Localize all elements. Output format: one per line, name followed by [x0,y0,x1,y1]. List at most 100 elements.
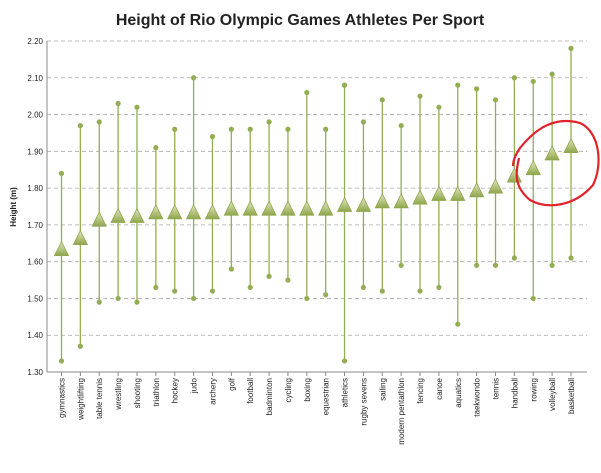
y-tick-label: 1.80 [27,184,43,193]
min-point-7 [190,295,197,302]
x-tick-label: basketball [567,378,576,414]
mean-marker-17 [374,192,390,209]
mean-marker-23 [487,178,504,194]
min-point-19 [417,288,423,294]
mean-marker-21 [450,185,466,201]
mean-marker-14 [318,200,334,216]
y-axis-label: Height (m) [9,187,18,227]
max-point-18 [398,122,404,129]
max-point-19 [417,93,423,99]
max-point-23 [492,97,499,103]
x-tick-label: handball [510,378,519,408]
mean-marker-15 [336,196,353,212]
max-point-14 [323,126,329,132]
min-point-16 [360,284,367,291]
x-tick-label: volleyball [548,378,557,411]
mean-marker-4 [129,207,145,223]
y-tick-labels: 1.30 1.40 1.50 1.60 1.70 1.80 1.90 2.00 2.10 2.20 [27,37,43,377]
mean-marker-10 [242,200,258,216]
min-point-13 [304,295,310,302]
mean-marker-19 [412,189,428,205]
y-tick-label: 1.60 [27,258,43,267]
mean-marker-6 [167,203,183,220]
max-point-4 [134,104,140,110]
mean-marker-12 [280,200,296,216]
max-point-8 [209,134,216,140]
x-tick-label: boxing [303,378,312,402]
max-point-2 [96,119,102,125]
mean-marker-7 [185,203,202,220]
min-point-17 [379,288,385,294]
y-tick-label: 2.00 [27,111,43,120]
min-point-26 [549,262,555,268]
mean-marker-0 [53,240,70,257]
max-point-0 [58,170,65,176]
min-point-22 [474,262,480,268]
x-tick-label: rugby sevens [359,378,368,426]
max-point-22 [474,86,480,92]
x-tick-labels: gymnastics weightlifting table tennis wrest… [58,372,576,445]
min-point-21 [455,321,461,327]
max-point-15 [341,82,348,88]
mean-marker-20 [431,185,447,201]
min-point-20 [436,284,442,291]
min-point-11 [266,273,272,279]
mean-marker-22 [468,181,485,198]
x-tick-label: triathlon [152,378,161,406]
mean-marker-26 [544,145,560,161]
x-tick-label: tennis [492,378,501,399]
max-point-11 [266,119,272,125]
mean-marker-16 [355,196,372,212]
mean-marker-1 [72,229,89,246]
y-tick-label: 2.20 [27,37,43,46]
x-tick-label: table tennis [95,378,104,419]
y-tick-label: 1.40 [27,331,43,340]
min-point-3 [115,295,121,302]
x-tick-label: cycling [284,378,293,402]
max-point-24 [511,75,517,81]
x-tick-label: fencing [416,378,425,404]
min-point-0 [58,358,65,364]
mean-marker-8 [204,203,221,220]
max-point-12 [285,126,291,132]
range-whiskers [58,45,574,364]
mean-marker-27 [563,137,579,154]
mean-marker-5 [148,203,164,220]
chart-title: Height of Rio Olympic Games Athletes Per… [116,12,485,29]
y-tick-label: 1.70 [27,221,43,230]
mean-marker-9 [223,200,239,216]
x-tick-label: athletics [341,378,350,407]
x-tick-label: wrestling [114,378,123,411]
x-tick-label: judo [190,377,199,394]
x-tick-label: shooting [133,378,142,408]
min-point-15 [341,358,348,364]
min-point-6 [172,288,178,294]
x-tick-label: modern pentathlon [397,378,406,445]
max-point-13 [304,89,310,96]
min-point-8 [209,288,216,294]
max-point-1 [77,122,83,129]
x-tick-label: hockey [171,378,180,403]
mean-marker-3 [110,207,126,223]
min-point-1 [77,343,83,349]
x-tick-label: aquatics [454,378,463,408]
max-point-3 [115,100,121,107]
x-tick-label: badminton [265,378,274,415]
x-tick-label: golf [227,377,236,391]
max-point-10 [247,126,253,132]
mean-marker-11 [261,200,277,216]
max-point-26 [549,71,555,77]
max-point-5 [153,145,159,151]
max-point-21 [455,82,461,88]
max-point-16 [360,119,367,125]
x-tick-label: rowing [529,378,538,402]
max-point-17 [379,97,385,103]
red-circle-annotation [511,119,600,207]
max-point-9 [228,126,234,132]
mean-marker-13 [299,200,315,216]
min-point-18 [398,262,404,268]
min-point-23 [492,262,499,268]
mean-marker-24 [506,167,523,183]
x-tick-label: canoe [435,377,444,399]
